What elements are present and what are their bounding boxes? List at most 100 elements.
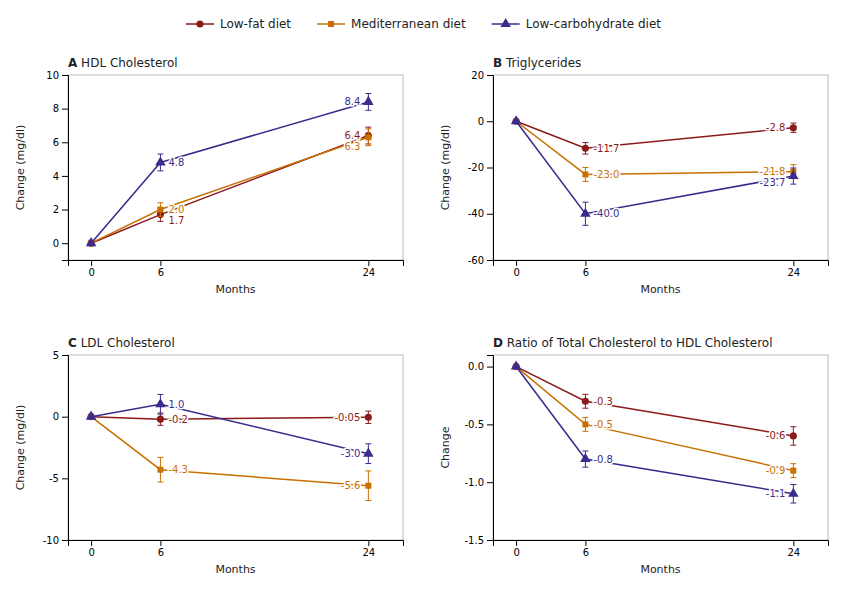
panel-title-text: LDL Cholesterol — [77, 336, 175, 350]
y-axis-line — [487, 76, 494, 261]
error-bar — [582, 143, 588, 155]
x-tick-mark — [516, 260, 517, 266]
error-bar — [790, 123, 796, 132]
y-tick-label: 10 — [46, 70, 59, 81]
annotation: -0.8 — [593, 454, 613, 465]
x-tick-label: 24 — [787, 547, 800, 558]
annotation: -23.0 — [593, 169, 619, 180]
error-bar — [790, 464, 796, 478]
annotation: 1.0 — [168, 399, 184, 410]
y-tick-label: 6 — [53, 137, 59, 148]
point — [363, 448, 374, 457]
annotation: 4.8 — [168, 157, 184, 168]
y-tick-mark — [62, 109, 68, 110]
y-tick: 8 — [53, 103, 68, 114]
x-tick-mark — [160, 540, 161, 546]
y-tick-label: -1.0 — [464, 477, 484, 488]
x-tick-mark — [91, 540, 92, 546]
annotation: -0.05 — [334, 412, 360, 423]
y-tick: 0 — [53, 238, 68, 249]
y-tick-mark — [487, 168, 493, 169]
y-tick-mark — [487, 121, 493, 122]
y-tick-label: -0.5 — [464, 419, 484, 430]
x-tick-mark — [368, 260, 369, 266]
y-axis-title: Change (mg/dl) — [14, 405, 27, 491]
y-tick-label: 5 — [53, 350, 59, 361]
y-axis: 0246810 — [46, 70, 68, 261]
series-line — [91, 417, 368, 486]
legend-swatch-marker — [500, 18, 511, 27]
series-line — [91, 417, 368, 419]
y-axis: -1.5-1.0-0.50.0 — [464, 356, 493, 546]
y-tick: -5 — [49, 473, 68, 484]
x-tick-mark — [91, 260, 92, 266]
error-bar — [365, 471, 371, 501]
annotation: -0.2 — [168, 414, 188, 425]
point — [580, 208, 591, 217]
y-tick-label: -5 — [49, 473, 59, 484]
error-bar — [582, 394, 588, 408]
y-tick-label: 0 — [53, 411, 59, 422]
x-tick-mark — [516, 540, 517, 546]
panel: 0624-10-505-0.2-4.31.0-0.05-5.6-3.0C LDL… — [14, 336, 404, 576]
panel: 0624-60-40-20020-11.7-23.0-40.0-2.8-21.8… — [439, 56, 829, 296]
point — [157, 467, 163, 473]
panel-title: C LDL Cholesterol — [68, 336, 175, 350]
annotation: -40.0 — [593, 208, 619, 219]
y-tick: 10 — [46, 70, 68, 81]
y-tick-label: 20 — [471, 70, 484, 81]
legend-item: Mediterranean diet — [317, 17, 466, 31]
y-tick: 6 — [53, 137, 68, 148]
y-tick: -40 — [468, 208, 493, 219]
x-tick-label: 6 — [158, 267, 164, 278]
panel-letter: D — [493, 336, 503, 350]
plot-area — [511, 115, 799, 225]
y-tick-mark — [487, 75, 493, 76]
point — [582, 171, 588, 177]
y-axis-line — [62, 76, 69, 261]
legend-label: Low-fat diet — [220, 17, 291, 31]
x-axis: 0624 — [494, 540, 829, 558]
point — [790, 124, 797, 131]
y-tick-label: 4 — [53, 171, 59, 182]
annotation: -11.7 — [593, 143, 619, 154]
x-tick: 24 — [362, 260, 375, 278]
plot-frame — [68, 355, 403, 540]
y-tick: 20 — [471, 70, 493, 81]
annotation: -0.6 — [766, 430, 786, 441]
y-tick-mark — [487, 424, 493, 425]
x-tick: 24 — [787, 540, 800, 558]
y-axis-title: Change (mg/dl) — [439, 125, 452, 211]
x-tick-label: 24 — [787, 267, 800, 278]
legend-label: Low-carbohydrate diet — [526, 17, 662, 31]
y-tick-mark — [62, 417, 68, 418]
legend-item: Low-fat diet — [186, 17, 291, 31]
legend-item: Low-carbohydrate diet — [492, 17, 662, 31]
panel: 0624-1.5-1.0-0.50.0-0.3-0.5-0.8-0.6-0.9-… — [439, 336, 829, 576]
y-tick: 0 — [53, 411, 68, 422]
x-tick-label: 6 — [583, 547, 589, 558]
x-tick-mark — [368, 540, 369, 546]
annotation: -5.6 — [341, 480, 361, 491]
point — [365, 483, 371, 489]
error-bar — [365, 411, 371, 423]
y-axis-line — [62, 356, 69, 541]
series-line — [516, 121, 793, 214]
point — [363, 96, 374, 105]
point — [511, 115, 522, 124]
y-tick-mark — [487, 482, 493, 483]
y-tick: -10 — [43, 535, 68, 546]
series-line — [91, 137, 368, 243]
x-tick-label: 6 — [583, 267, 589, 278]
point — [86, 411, 97, 420]
x-tick: 6 — [583, 540, 589, 558]
y-axis-title: Change — [439, 426, 452, 468]
y-tick-mark — [62, 142, 68, 143]
x-tick: 6 — [158, 540, 164, 558]
y-tick-mark — [487, 367, 493, 368]
point — [157, 207, 163, 213]
y-axis: -10 -5 0 5 — [43, 350, 69, 546]
y-tick-mark — [62, 75, 68, 76]
point — [582, 398, 589, 405]
x-tick-label: 0 — [513, 267, 519, 278]
